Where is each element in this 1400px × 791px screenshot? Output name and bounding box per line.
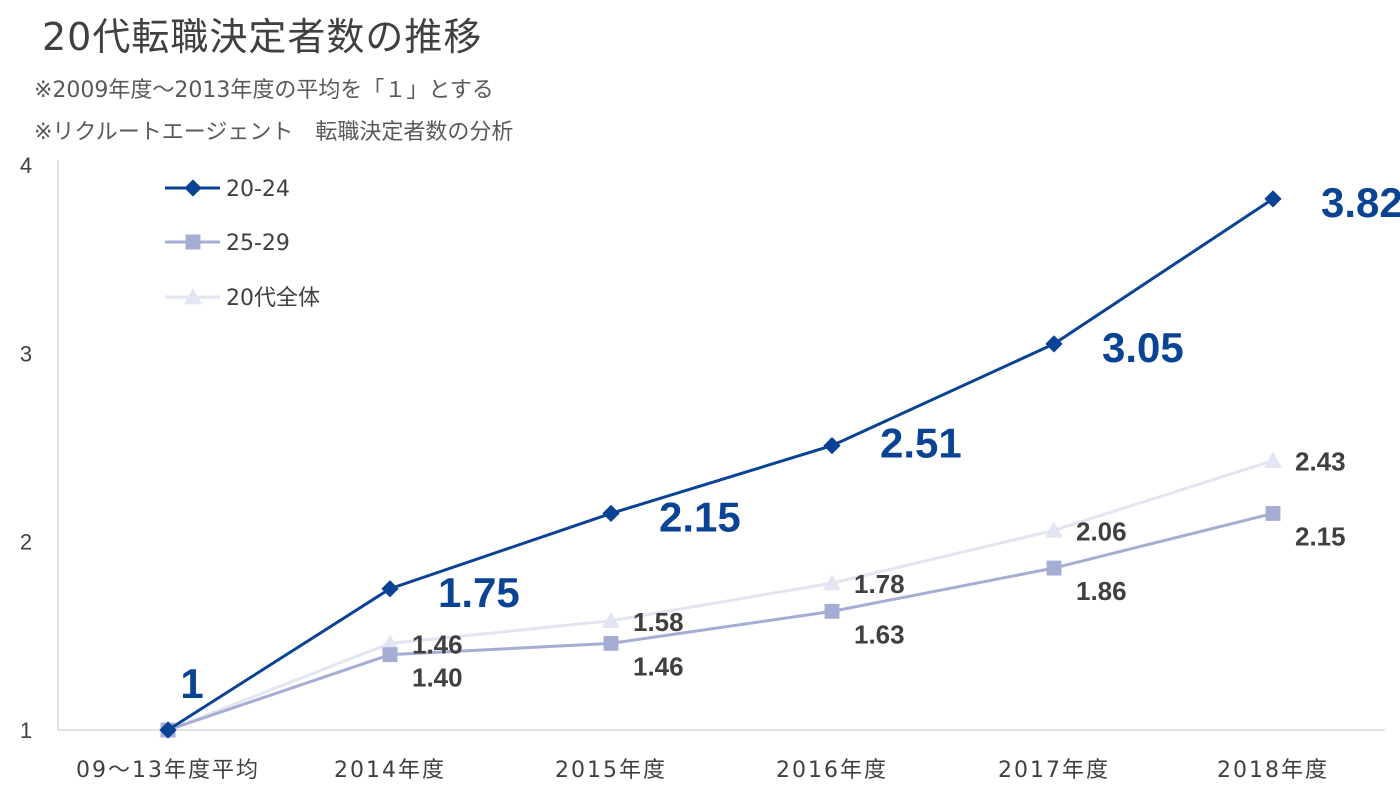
series-point — [1264, 451, 1282, 468]
series-point — [603, 635, 619, 651]
x-tick-label: 09～13年度平均 — [76, 758, 260, 783]
chart-note-source: ※リクルートエージェント 転職決定者数の分析 — [34, 120, 514, 145]
data-label-25-29: 2.15 — [1295, 521, 1346, 551]
chart-axes: 1 2 3 4 09～13年度平均 2014年度 2015年度 2016年度 2017年度 201… — [20, 153, 1385, 783]
data-label-20-24: 2.15 — [659, 493, 741, 540]
series-line — [167, 511, 1274, 732]
series-point — [602, 504, 620, 523]
x-tick-label: 2014年度 — [334, 758, 446, 783]
series-point — [1265, 505, 1281, 521]
chart-series — [159, 190, 1282, 739]
series-point — [1045, 335, 1063, 353]
x-tick-label: 2016年度 — [776, 758, 888, 783]
data-label-20s-total: 1.58 — [633, 607, 684, 637]
chart-data-labels: 1 1.75 2.15 2.51 3.05 3.82 1.40 1.46 1.63 1.86 2.1… — [180, 179, 1400, 707]
series-point — [823, 574, 841, 591]
series-line — [167, 197, 1274, 732]
chart-legend: 20-24 25-29 20代全体 — [165, 177, 320, 311]
series-point — [602, 611, 620, 628]
data-label-25-29: 1.63 — [854, 619, 905, 649]
data-label-25-29: 1.40 — [412, 663, 463, 693]
series-point — [824, 603, 840, 619]
data-label-20-24: 1.75 — [438, 569, 520, 616]
series-point — [1264, 190, 1282, 208]
legend-label: 20代全体 — [226, 286, 320, 311]
chart-title: 20代転職決定者数の推移 — [42, 15, 483, 59]
series-line — [167, 459, 1274, 732]
data-label-20-24: 2.51 — [880, 420, 962, 467]
legend-swatch-marker — [185, 234, 201, 250]
y-tick-label: 4 — [20, 153, 32, 178]
series-point — [1045, 521, 1063, 538]
series-point — [159, 721, 177, 739]
x-tick-label: 2017年度 — [998, 758, 1110, 783]
data-label-20-24: 1 — [180, 660, 203, 707]
data-label-20s-total: 1.78 — [854, 569, 905, 599]
series-point — [1046, 560, 1062, 576]
y-tick-label: 1 — [20, 718, 32, 743]
legend-label: 20-24 — [226, 177, 290, 202]
legend-item: 20-24 — [165, 177, 290, 202]
series-point — [823, 436, 841, 455]
legend-item: 25-29 — [165, 231, 290, 256]
x-tick-label: 2015年度 — [555, 758, 667, 783]
data-label-20s-total: 2.06 — [1076, 516, 1127, 546]
y-tick-label: 2 — [20, 530, 32, 555]
data-label-20s-total: 2.43 — [1295, 447, 1346, 477]
chart-note-baseline: ※2009年度～2013年度の平均を「１」とする — [34, 78, 494, 103]
data-label-25-29: 1.46 — [633, 651, 684, 681]
data-label-20-24: 3.82 — [1321, 179, 1400, 226]
series-1 — [159, 190, 1282, 739]
data-label-20s-total: 1.46 — [412, 629, 463, 659]
series-point — [381, 580, 399, 598]
x-tick-label: 2018年度 — [1217, 758, 1329, 783]
series-point — [381, 634, 399, 651]
data-label-20-24: 3.05 — [1102, 324, 1184, 371]
legend-label: 25-29 — [226, 231, 290, 256]
y-tick-label: 3 — [20, 341, 32, 366]
series-point — [382, 647, 398, 663]
legend-item: 20代全体 — [165, 286, 320, 311]
legend-swatch-marker — [184, 179, 202, 197]
data-label-25-29: 1.86 — [1076, 576, 1127, 606]
legend-swatch-marker — [184, 288, 202, 305]
